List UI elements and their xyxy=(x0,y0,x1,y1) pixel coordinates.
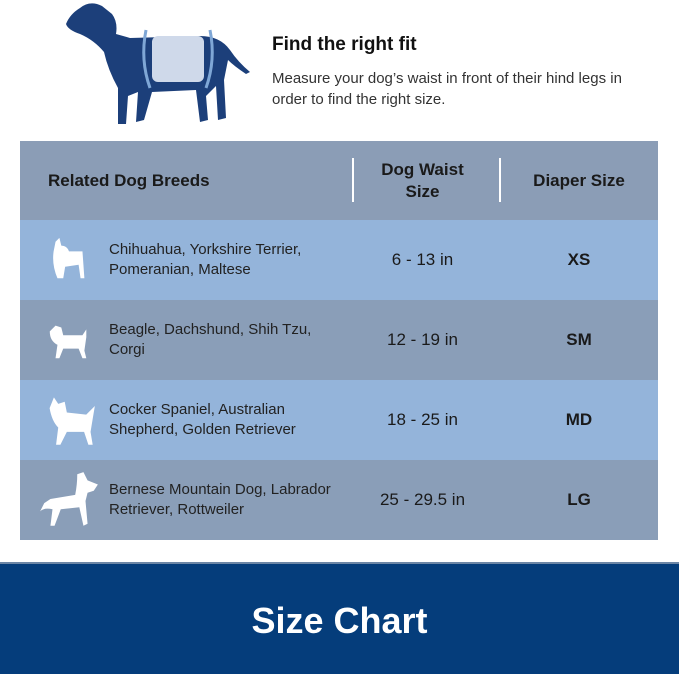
column-header-breeds: Related Dog Breeds xyxy=(48,170,210,190)
breed-list: Beagle, Dachshund, Shih Tzu, Corgi xyxy=(109,321,312,358)
fit-title: Find the right fit xyxy=(272,34,417,55)
breed-list: Bernese Mountain Dog, Labrador Retriever… xyxy=(109,481,331,518)
breed-list: Cocker Spaniel, Australian Shepherd, Gol… xyxy=(109,401,296,438)
column-header-size: Diaper Size xyxy=(533,170,625,190)
table-row: Chihuahua, Yorkshire Terrier, Pomeranian… xyxy=(20,220,658,300)
fit-description: Measure your dog’s waist in front of the… xyxy=(272,70,622,108)
table-row: Cocker Spaniel, Australian Shepherd, Gol… xyxy=(20,380,658,460)
diaper-size: SM xyxy=(566,330,592,349)
size-chart-banner: Size Chart xyxy=(0,562,679,674)
waist-size: 18 - 25 in xyxy=(387,410,458,429)
french-bulldog-icon xyxy=(34,230,104,290)
column-divider xyxy=(499,158,501,202)
table-row: Beagle, Dachshund, Shih Tzu, Corgi 12 - 1… xyxy=(20,300,658,380)
medium-dog-icon xyxy=(34,390,104,450)
column-divider xyxy=(352,158,354,202)
dog-wearing-diaper-illustration xyxy=(66,3,250,124)
column-header-waist: Dog Waist Size xyxy=(381,159,464,201)
small-dog-icon xyxy=(34,310,104,370)
diaper-size: MD xyxy=(565,410,593,429)
waist-size: 25 - 29.5 in xyxy=(379,490,466,509)
breed-list: Chihuahua, Yorkshire Terrier, Pomeranian… xyxy=(109,241,302,278)
table-row: Bernese Mountain Dog, Labrador Retriever… xyxy=(20,460,658,540)
waist-size: 12 - 19 in xyxy=(387,330,458,349)
waist-size: 6 - 13 in xyxy=(391,250,454,269)
diaper-size: XS xyxy=(567,250,591,269)
size-table: Related Dog Breeds Dog Waist Size Diaper… xyxy=(20,141,658,540)
banner-title: Size Chart xyxy=(251,600,428,641)
diaper-size: LG xyxy=(567,490,591,509)
large-dog-icon xyxy=(34,470,104,530)
table-header: Related Dog Breeds Dog Waist Size Diaper… xyxy=(20,141,658,220)
